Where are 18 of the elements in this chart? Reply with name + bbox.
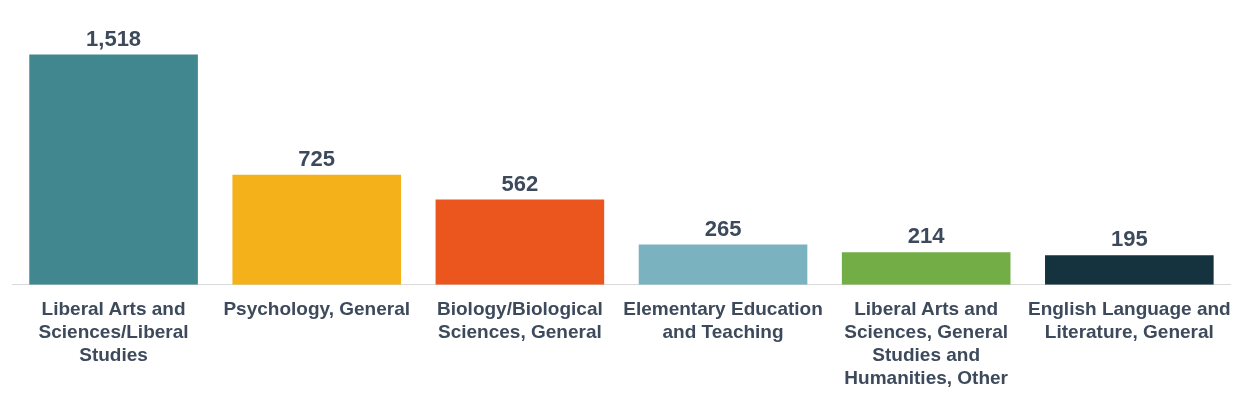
bar [638,244,808,285]
data-label: 265 [704,215,742,241]
bar [435,199,605,285]
bar [841,252,1011,285]
bar [232,174,402,285]
data-label: 214 [907,223,946,249]
x-tick-label: Psychology, General [223,298,411,320]
data-label: 1,518 [86,25,142,51]
x-tick-label: Liberal Arts and Sciences/Liberal Studies [38,298,189,366]
bar [1045,255,1214,285]
data-label: 562 [501,170,539,196]
data-label: 725 [298,145,336,171]
x-tick-label: Liberal Arts and Sciences, General Studies and Humanities, Other [844,298,1009,388]
x-tick-label: Biology/Biological Sciences, General [437,298,603,343]
x-tick-label: Elementary Education and Teaching [623,298,823,343]
bar [29,54,198,285]
x-tick-label: English Language and Literature, General [1027,298,1231,343]
data-label: 195 [1110,226,1148,252]
